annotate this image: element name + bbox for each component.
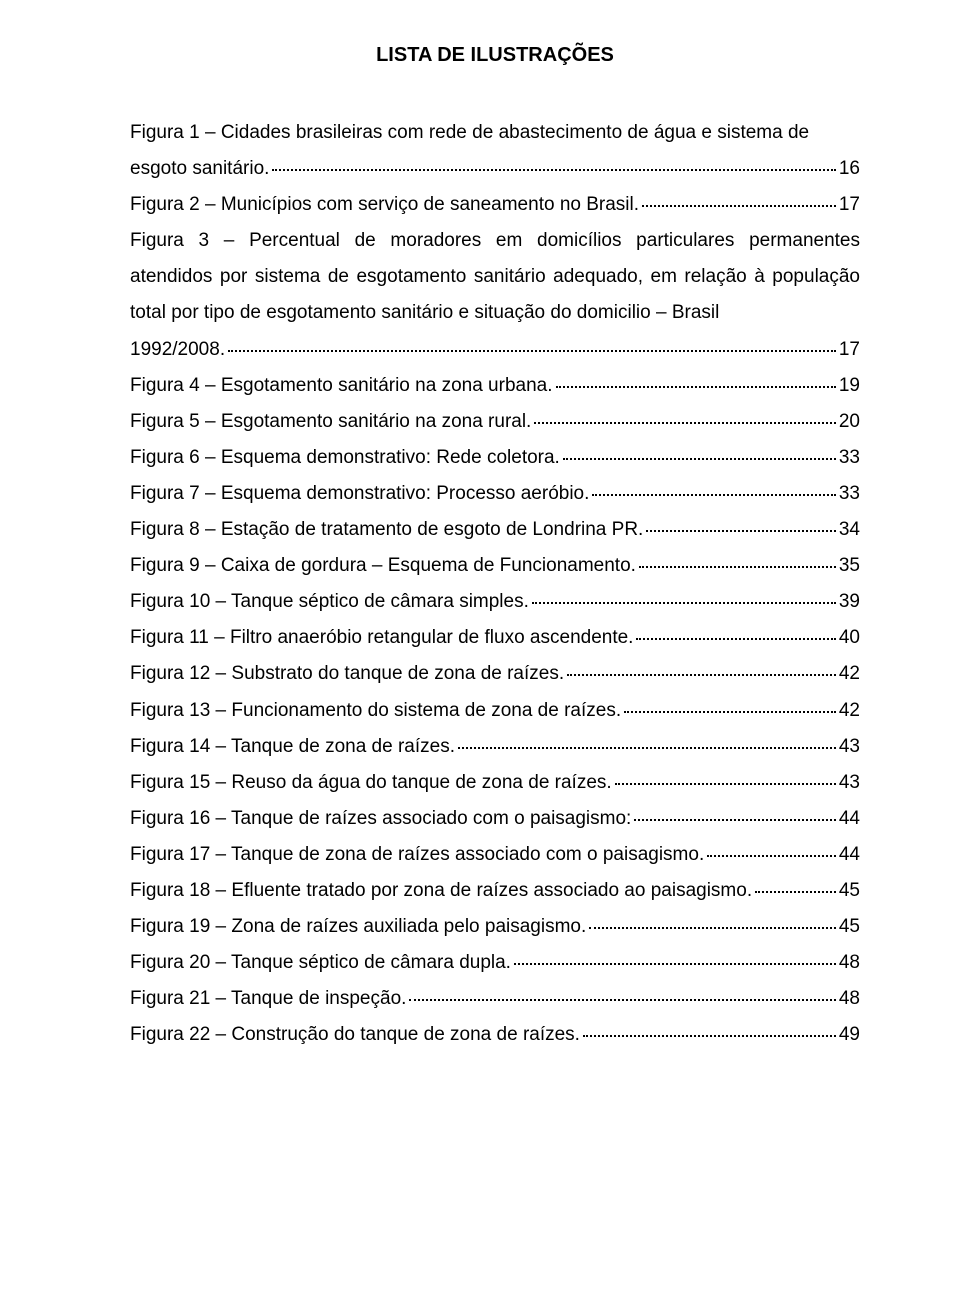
illustrations-list: Figura 1 – Cidades brasileiras com rede … — [130, 115, 860, 1053]
toc-entry-label: 1992/2008. — [130, 332, 225, 368]
toc-leader-dots — [563, 458, 836, 460]
toc-entry-label: Figura 5 – Esgotamento sanitário na zona… — [130, 404, 531, 440]
toc-entry-label: Figura 13 – Funcionamento do sistema de … — [130, 693, 621, 729]
toc-leader-dots — [458, 747, 836, 749]
toc-leader-dots — [639, 566, 836, 568]
toc-entry-label: Figura 14 – Tanque de zona de raízes. — [130, 729, 455, 765]
toc-entry: Figura 12 – Substrato do tanque de zona … — [130, 656, 860, 692]
toc-page-number: 44 — [839, 801, 860, 837]
toc-entry: Figura 10 – Tanque séptico de câmara sim… — [130, 584, 860, 620]
toc-entry: Figura 7 – Esquema demonstrativo: Proces… — [130, 476, 860, 512]
toc-entry-label: Figura 18 – Efluente tratado por zona de… — [130, 873, 752, 909]
page-container: LISTA DE ILUSTRAÇÕES Figura 1 – Cidades … — [0, 0, 960, 1300]
toc-leader-dots — [615, 783, 836, 785]
toc-entry-label: Figura 9 – Caixa de gordura – Esquema de… — [130, 548, 636, 584]
toc-entry: Figura 4 – Esgotamento sanitário na zona… — [130, 368, 860, 404]
toc-page-number: 43 — [839, 765, 860, 801]
toc-leader-dots — [636, 638, 835, 640]
toc-entry: Figura 16 – Tanque de raízes associado c… — [130, 801, 860, 837]
toc-entry: Figura 11 – Filtro anaeróbio retangular … — [130, 620, 860, 656]
toc-entry-label: Figura 4 – Esgotamento sanitário na zona… — [130, 368, 553, 404]
toc-page-number: 17 — [839, 187, 860, 223]
toc-entry-label: Figura 7 – Esquema demonstrativo: Proces… — [130, 476, 589, 512]
toc-entry-label: Figura 15 – Reuso da água do tanque de z… — [130, 765, 612, 801]
toc-page-number: 48 — [839, 945, 860, 981]
toc-page-number: 16 — [839, 151, 860, 187]
toc-entry-label: Figura 10 – Tanque séptico de câmara sim… — [130, 584, 529, 620]
toc-page-number: 40 — [839, 620, 860, 656]
toc-page-number: 49 — [839, 1017, 860, 1053]
page-title: LISTA DE ILUSTRAÇÕES — [130, 44, 860, 67]
toc-entry: Figura 1 – Cidades brasileiras com rede … — [130, 115, 860, 187]
toc-entry-pretext: Figura 3 – Percentual de moradores em do… — [130, 230, 860, 323]
toc-page-number: 20 — [839, 404, 860, 440]
toc-entry-lastline: 1992/2008. 17 — [130, 332, 860, 368]
toc-entry: Figura 2 – Municípios com serviço de san… — [130, 187, 860, 223]
toc-entry-label: Figura 11 – Filtro anaeróbio retangular … — [130, 620, 633, 656]
toc-leader-dots — [646, 530, 836, 532]
toc-leader-dots — [583, 1035, 836, 1037]
toc-leader-dots — [624, 711, 836, 713]
toc-entry-label: Figura 20 – Tanque séptico de câmara dup… — [130, 945, 511, 981]
toc-leader-dots — [556, 386, 836, 388]
toc-leader-dots — [642, 205, 836, 207]
toc-page-number: 44 — [839, 837, 860, 873]
toc-entry-label: Figura 16 – Tanque de raízes associado c… — [130, 801, 631, 837]
toc-leader-dots — [567, 674, 836, 676]
toc-leader-dots — [589, 927, 836, 929]
toc-page-number: 45 — [839, 873, 860, 909]
toc-page-number: 35 — [839, 548, 860, 584]
toc-leader-dots — [409, 999, 835, 1001]
toc-entry: Figura 22 – Construção do tanque de zona… — [130, 1017, 860, 1053]
toc-entry: Figura 17 – Tanque de zona de raízes ass… — [130, 837, 860, 873]
toc-entry-label: Figura 17 – Tanque de zona de raízes ass… — [130, 837, 704, 873]
toc-entry-label: Figura 19 – Zona de raízes auxiliada pel… — [130, 909, 586, 945]
toc-page-number: 42 — [839, 656, 860, 692]
toc-page-number: 43 — [839, 729, 860, 765]
toc-page-number: 33 — [839, 476, 860, 512]
toc-leader-dots — [514, 963, 836, 965]
toc-leader-dots — [272, 169, 835, 171]
toc-page-number: 45 — [839, 909, 860, 945]
toc-entry: Figura 21 – Tanque de inspeção. 48 — [130, 981, 860, 1017]
toc-entry: Figura 8 – Estação de tratamento de esgo… — [130, 512, 860, 548]
toc-leader-dots — [592, 494, 835, 496]
toc-leader-dots — [534, 422, 836, 424]
toc-entry: Figura 19 – Zona de raízes auxiliada pel… — [130, 909, 860, 945]
toc-entry-label: esgoto sanitário. — [130, 151, 269, 187]
toc-entry: Figura 3 – Percentual de moradores em do… — [130, 223, 860, 367]
toc-page-number: 19 — [839, 368, 860, 404]
toc-page-number: 17 — [839, 332, 860, 368]
toc-entry-label: Figura 2 – Municípios com serviço de san… — [130, 187, 639, 223]
toc-leader-dots — [634, 819, 836, 821]
toc-entry-label: Figura 12 – Substrato do tanque de zona … — [130, 656, 564, 692]
toc-entry: Figura 9 – Caixa de gordura – Esquema de… — [130, 548, 860, 584]
toc-entry-lastline: esgoto sanitário. 16 — [130, 151, 860, 187]
toc-page-number: 34 — [839, 512, 860, 548]
toc-page-number: 48 — [839, 981, 860, 1017]
toc-entry-pretext: Figura 1 – Cidades brasileiras com rede … — [130, 122, 809, 143]
toc-entry-label: Figura 21 – Tanque de inspeção. — [130, 981, 406, 1017]
toc-leader-dots — [707, 855, 836, 857]
toc-entry: Figura 6 – Esquema demonstrativo: Rede c… — [130, 440, 860, 476]
toc-page-number: 39 — [839, 584, 860, 620]
toc-entry-label: Figura 22 – Construção do tanque de zona… — [130, 1017, 580, 1053]
toc-entry: Figura 15 – Reuso da água do tanque de z… — [130, 765, 860, 801]
toc-entry: Figura 18 – Efluente tratado por zona de… — [130, 873, 860, 909]
toc-entry: Figura 13 – Funcionamento do sistema de … — [130, 693, 860, 729]
toc-page-number: 42 — [839, 693, 860, 729]
toc-entry: Figura 14 – Tanque de zona de raízes. 43 — [130, 729, 860, 765]
toc-entry-label: Figura 6 – Esquema demonstrativo: Rede c… — [130, 440, 560, 476]
toc-leader-dots — [228, 350, 836, 352]
toc-entry-label: Figura 8 – Estação de tratamento de esgo… — [130, 512, 643, 548]
toc-leader-dots — [755, 891, 836, 893]
toc-page-number: 33 — [839, 440, 860, 476]
toc-entry: Figura 5 – Esgotamento sanitário na zona… — [130, 404, 860, 440]
toc-leader-dots — [532, 602, 836, 604]
toc-entry: Figura 20 – Tanque séptico de câmara dup… — [130, 945, 860, 981]
